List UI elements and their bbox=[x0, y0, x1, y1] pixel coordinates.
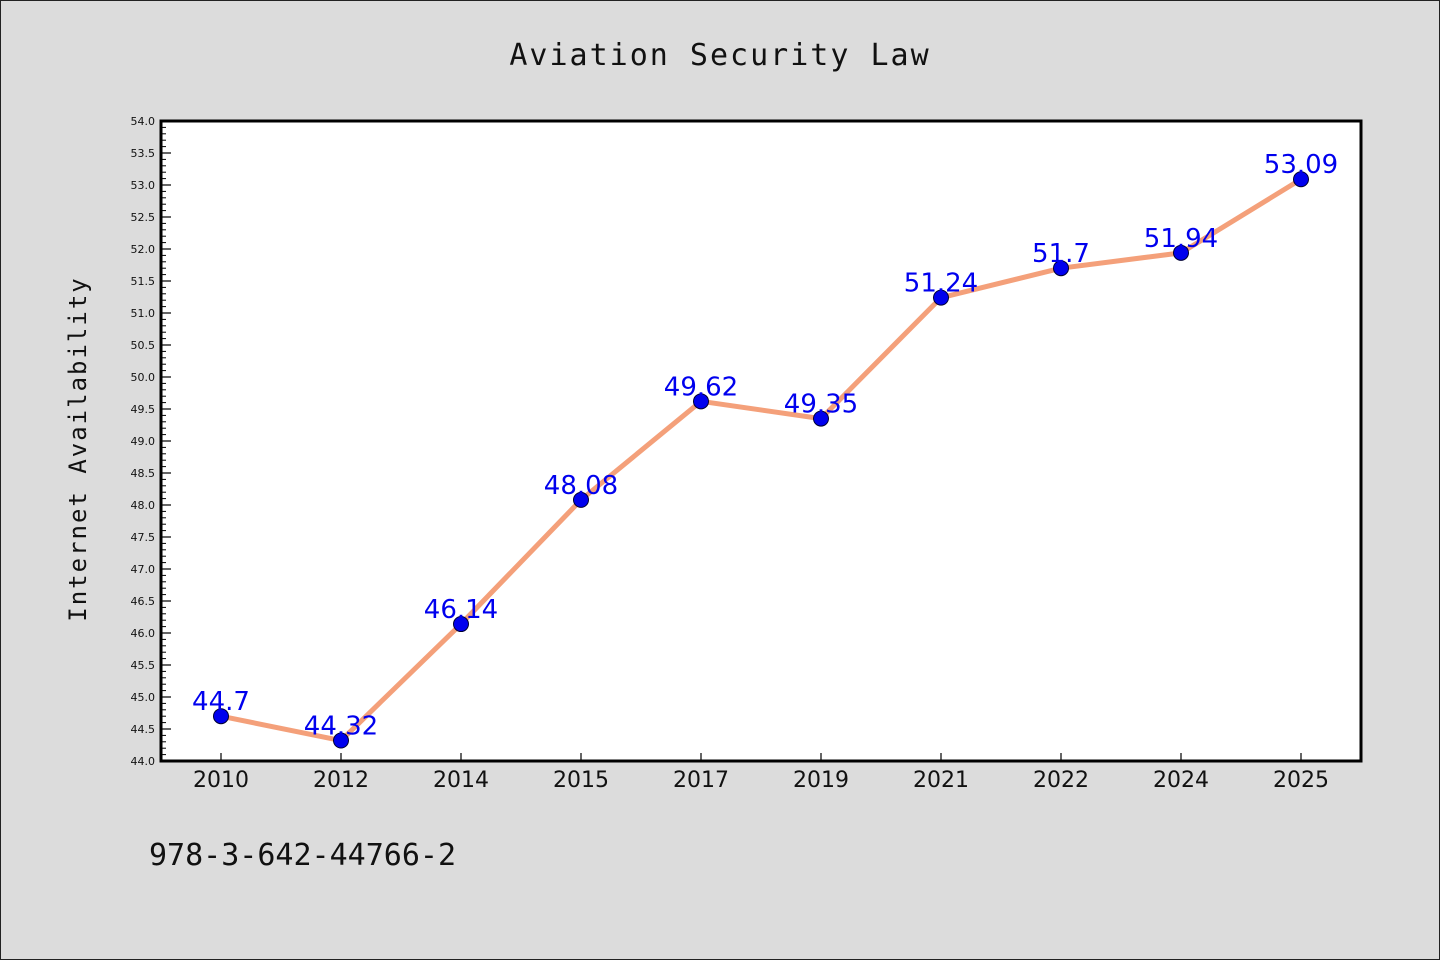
x-tick-label: 2014 bbox=[433, 768, 489, 793]
x-tick-label: 2015 bbox=[553, 768, 609, 793]
x-tick-label: 2017 bbox=[673, 768, 729, 793]
y-tick-label: 48.5 bbox=[131, 467, 156, 480]
y-tick-label: 46.0 bbox=[131, 627, 156, 640]
data-point bbox=[453, 616, 469, 633]
data-point bbox=[813, 410, 829, 427]
data-point bbox=[213, 708, 229, 725]
y-tick-label: 46.5 bbox=[131, 595, 156, 608]
x-tick-label: 2021 bbox=[913, 768, 969, 793]
y-tick-label: 54.0 bbox=[131, 115, 156, 128]
y-tick-label: 47.0 bbox=[131, 563, 156, 576]
y-tick-label: 44.0 bbox=[131, 755, 156, 768]
data-label: 49.62 bbox=[664, 372, 738, 402]
data-point bbox=[1173, 244, 1189, 261]
y-tick-label: 52.0 bbox=[131, 243, 156, 256]
y-axis-label: Internet Availability bbox=[64, 276, 92, 621]
y-tick-label: 50.5 bbox=[131, 339, 156, 352]
y-tick-label: 49.0 bbox=[131, 435, 156, 448]
data-label: 44.7 bbox=[192, 687, 250, 717]
data-point bbox=[933, 289, 949, 306]
data-point bbox=[1293, 171, 1309, 188]
y-tick-label: 52.5 bbox=[131, 211, 156, 224]
data-label: 51.24 bbox=[904, 269, 978, 299]
y-tick-label: 45.5 bbox=[131, 659, 156, 672]
data-labels: 44.7 44.32 46.14 48.08 49.62 49.35 51.24 51.7 51… bbox=[192, 150, 1338, 741]
y-tick-label: 47.5 bbox=[131, 531, 156, 544]
y-tick-label: 45.0 bbox=[131, 691, 156, 704]
data-label: 44.32 bbox=[304, 712, 378, 742]
x-axis: 2010 2012 2014 2015 2017 2019 2021 2022 2024 2025 bbox=[193, 753, 1329, 793]
y-tick-label: 48.0 bbox=[131, 499, 156, 512]
y-tick-label: 51.0 bbox=[131, 307, 156, 320]
y-tick-label: 53.5 bbox=[131, 147, 156, 160]
y-tick-label: 49.5 bbox=[131, 403, 156, 416]
data-point bbox=[333, 732, 349, 749]
x-tick-label: 2025 bbox=[1273, 768, 1329, 793]
data-label: 48.08 bbox=[544, 471, 618, 501]
data-label: 46.14 bbox=[424, 595, 498, 625]
chart-title: Aviation Security Law bbox=[509, 38, 930, 73]
x-tick-label: 2019 bbox=[793, 768, 849, 793]
x-tick-label: 2024 bbox=[1153, 768, 1209, 793]
data-point bbox=[1053, 260, 1069, 277]
y-tick-label: 44.5 bbox=[131, 723, 156, 736]
y-axis: 44.0 44.5 45.0 45.5 46.0 46.5 47.0 47.5 48.0 48.5… bbox=[131, 115, 171, 768]
y-tick-label: 53.0 bbox=[131, 179, 156, 192]
data-point bbox=[693, 393, 709, 410]
data-label: 49.35 bbox=[784, 390, 858, 420]
y-tick-label: 50.0 bbox=[131, 371, 156, 384]
data-label: 51.7 bbox=[1032, 239, 1090, 269]
data-label: 51.94 bbox=[1144, 224, 1218, 254]
series bbox=[213, 171, 1309, 749]
series-line bbox=[220, 177, 1303, 744]
x-tick-label: 2010 bbox=[193, 768, 249, 793]
footer-text: 978-3-642-44766-2 bbox=[149, 838, 456, 873]
data-point bbox=[573, 491, 589, 508]
data-label: 53.09 bbox=[1264, 150, 1338, 180]
x-tick-label: 2022 bbox=[1033, 768, 1089, 793]
plot-area bbox=[159, 119, 1363, 763]
y-tick-label: 51.5 bbox=[131, 275, 156, 288]
x-tick-label: 2012 bbox=[313, 768, 369, 793]
